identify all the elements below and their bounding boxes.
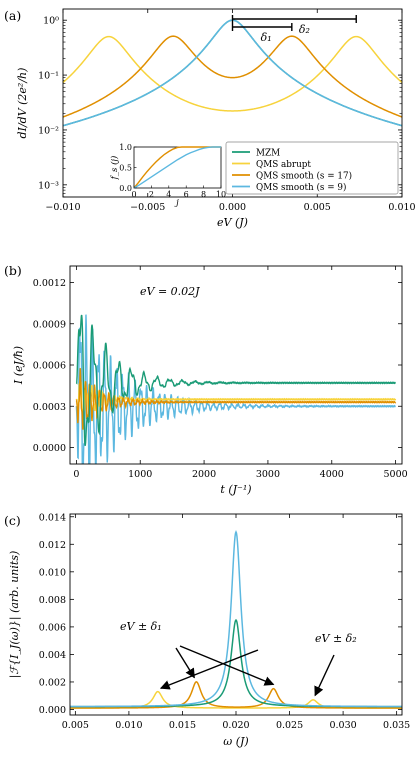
panel-a-ytick-label: 10⁻²: [38, 125, 59, 136]
panel-a-series-3: [63, 19, 402, 127]
panel-c-ytick-label: 0.014: [39, 512, 66, 523]
inset-xtick-label: 2: [149, 190, 154, 199]
inset-xtick-label: 4: [166, 190, 171, 199]
panel-a-ytick-label: 10⁻³: [38, 180, 59, 191]
panel-b-xtick-label: 1000: [128, 469, 152, 480]
inset-xtick-label: 6: [184, 190, 189, 199]
panel-c-annotation-1: eV ± δ₁: [120, 620, 162, 633]
panel-c-xtick-label: 0.010: [115, 720, 142, 731]
panel-a-series-0: [63, 19, 402, 127]
panel-a-xtick-label: 0.010: [388, 202, 415, 213]
panel-b-ytick-label: 0.0003: [33, 402, 66, 413]
panel-c-arrow: [175, 647, 195, 679]
panel-c-series-group: [70, 529, 402, 709]
panel-a-ylabel: dI/dV (2e²/h): [16, 68, 29, 139]
panel-a-delta-label-2: δ₂: [299, 23, 310, 36]
panel-a-xtick-label: −0.005: [130, 202, 165, 213]
panel-a-xlabel: eV (J): [217, 216, 248, 229]
panel-b-xtick-label: 5000: [384, 469, 408, 480]
panel-c-series-3: [70, 529, 402, 708]
panel-a-series-2: [63, 35, 402, 118]
panel-c-xtick-label: 0.005: [62, 720, 89, 731]
panel-b-xtick-label: 2000: [192, 469, 216, 480]
legend-label-3: QMS smooth (s = 9): [256, 182, 346, 193]
panel-b-series-2: [75, 368, 397, 430]
panel-c-xtick-label: 0.025: [276, 720, 303, 731]
panel-a-delta-label-1: δ₁: [261, 31, 272, 44]
panel-a-series-group: [63, 19, 402, 127]
panel-a-xtick-label: 0.005: [304, 202, 331, 213]
panel-c-ytick-label: 0.006: [39, 622, 66, 633]
panel-c-ytick-label: 0.010: [39, 567, 66, 578]
panel-c-arrow: [314, 654, 335, 697]
panel-a-ytick-label: 10⁻¹: [38, 71, 59, 82]
inset-xtick-label: 10: [216, 190, 226, 199]
inset-ytick-label: 0.0: [119, 184, 132, 193]
panel-c-xtick-label: 0.020: [222, 720, 249, 731]
panel-a-ytick-label: 10⁰: [43, 16, 59, 27]
panel-c-ytick-label: 0.000: [39, 705, 66, 716]
panel-c-xtick-label: 0.035: [383, 720, 410, 731]
panel-b-label: (b): [4, 263, 22, 278]
panel-b-ytick-label: 0.0000: [33, 443, 66, 454]
panel-c-ytick-label: 0.002: [39, 677, 66, 688]
panel-c-arrow: [159, 649, 259, 690]
panel-c-xtick-label: 0.015: [169, 720, 196, 731]
panel-c-label: (c): [4, 513, 21, 528]
panel-a-label: (a): [4, 8, 21, 23]
panel-c-series-2: [70, 681, 402, 709]
panel-b-series-3: [75, 314, 396, 464]
inset-xlabel: j: [174, 198, 179, 208]
panel-b-annotation: eV = 0.02J: [140, 285, 200, 298]
panel-b-series-0: [75, 314, 396, 446]
panel-b-xlabel: t (J⁻¹): [220, 483, 251, 496]
panel-c-ytick-label: 0.012: [39, 540, 66, 551]
legend-label-2: QMS smooth (s = 17): [256, 170, 352, 181]
inset-ylabel: f_s (j): [109, 156, 120, 181]
panel-c-xlabel: ω (J): [223, 735, 248, 748]
panel-c-arrow: [179, 645, 275, 686]
panel-b-xtick-label: 3000: [256, 469, 280, 480]
panel-b-xtick-label: 0: [73, 469, 79, 480]
panel-b-ylabel: I (eJ/ħ): [12, 346, 25, 385]
inset-xtick-label: 8: [201, 190, 206, 199]
panel-c-ytick-label: 0.004: [39, 650, 66, 661]
inset-ytick-label: 1.0: [119, 143, 132, 152]
panel-c-ytick-label: 0.008: [39, 595, 66, 606]
panel-c-xtick-label: 0.030: [329, 720, 356, 731]
panel-a-xtick-label: −0.010: [45, 202, 80, 213]
panel-b-ytick-label: 0.0006: [33, 361, 66, 372]
inset-xtick-label: 0: [131, 190, 136, 199]
panel-a-series-1: [63, 35, 402, 112]
panel-b-xtick-label: 4000: [320, 469, 344, 480]
panel-b-ytick-label: 0.0012: [33, 278, 66, 289]
panel-a-xtick-label: 0.000: [219, 202, 246, 213]
inset-frame: [133, 146, 222, 189]
panel-c-annotation-2: eV ± δ₂: [315, 632, 357, 645]
panel-c-ylabel: |ℱ{I_J(ω)}| (arb. units): [8, 551, 22, 679]
panel-b-series-group: [75, 314, 397, 464]
legend-label-1: QMS abrupt: [256, 160, 311, 170]
legend-label-0: MZM: [256, 148, 280, 158]
panel-a-legend-box: [225, 141, 399, 195]
inset-ytick-label: 0.5: [119, 164, 132, 173]
panel-c-frame: [69, 513, 403, 716]
inset-series-1: [133, 146, 221, 189]
panel-b-series-1: [75, 381, 397, 418]
panel-b-ytick-label: 0.0009: [33, 319, 66, 330]
